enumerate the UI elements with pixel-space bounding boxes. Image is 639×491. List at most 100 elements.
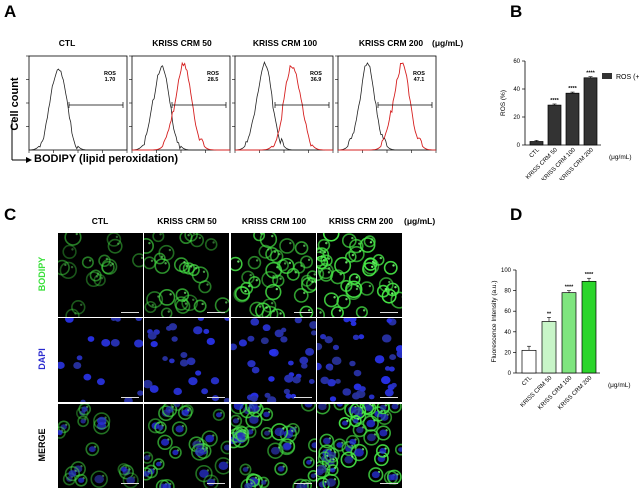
cell-nucleus bbox=[124, 396, 133, 402]
lipid-droplet bbox=[303, 244, 306, 247]
cell-membrane bbox=[272, 274, 285, 287]
cell-nucleus bbox=[199, 469, 209, 478]
cell-membrane bbox=[244, 404, 262, 414]
cell-nucleus bbox=[58, 361, 65, 370]
cell-membrane bbox=[220, 440, 229, 455]
cell-nucleus bbox=[247, 360, 256, 368]
cell-nucleus bbox=[274, 329, 284, 338]
cell-membrane bbox=[240, 281, 254, 295]
cell-nucleus bbox=[244, 482, 253, 488]
microscopy-cells bbox=[144, 404, 229, 488]
cell-membrane bbox=[388, 404, 402, 414]
cell-membrane bbox=[101, 260, 115, 275]
lipid-droplet bbox=[351, 253, 355, 257]
microscopy-cells bbox=[317, 404, 402, 488]
lipid-droplet bbox=[327, 271, 331, 274]
lipid-droplet bbox=[278, 252, 281, 256]
chart-bar bbox=[565, 92, 580, 146]
cell-nucleus bbox=[96, 416, 107, 425]
lipid-droplet bbox=[192, 233, 195, 234]
cell-nucleus bbox=[250, 318, 260, 326]
histogram-header-50: KRISS CRM 50 bbox=[152, 38, 212, 48]
cell-nucleus bbox=[114, 318, 121, 322]
cell-membrane bbox=[269, 308, 286, 317]
cell-nucleus bbox=[165, 406, 174, 414]
chart-category-label: KRISS CRM 50 bbox=[525, 147, 559, 180]
cell-nucleus bbox=[262, 324, 271, 332]
cell-membrane bbox=[307, 469, 316, 482]
microscopy-tile bbox=[317, 404, 402, 488]
cell-nucleus bbox=[320, 334, 327, 340]
lipid-droplet bbox=[358, 249, 362, 253]
cell-nucleus bbox=[309, 321, 316, 329]
cell-nucleus bbox=[398, 447, 402, 452]
scale-bar bbox=[380, 312, 398, 313]
lipid-droplet bbox=[267, 248, 270, 251]
cell-membrane bbox=[71, 300, 86, 315]
cell-nucleus bbox=[201, 388, 209, 395]
cell-nucleus bbox=[327, 378, 336, 387]
cell-membrane bbox=[59, 261, 77, 279]
cell-nucleus bbox=[336, 404, 343, 407]
cell-nucleus bbox=[110, 339, 120, 347]
cell-nucleus bbox=[323, 437, 331, 445]
cell-nucleus bbox=[296, 483, 306, 488]
lipid-droplet bbox=[279, 312, 282, 315]
cell-nucleus bbox=[169, 358, 175, 364]
lipid-droplet bbox=[184, 302, 188, 305]
chart-y-tick-label: 100 bbox=[501, 268, 512, 274]
cell-nucleus bbox=[352, 334, 360, 341]
image-header-50: KRISS CRM 50 bbox=[157, 216, 217, 226]
cell-membrane bbox=[390, 291, 402, 309]
cell-nucleus bbox=[326, 478, 336, 487]
chart-bar bbox=[547, 104, 562, 146]
cell-membrane bbox=[349, 415, 362, 428]
cell-membrane bbox=[261, 270, 279, 288]
cell-nucleus bbox=[144, 379, 153, 389]
cell-membrane bbox=[317, 404, 331, 415]
cell-nucleus bbox=[284, 374, 294, 383]
cell-nucleus bbox=[390, 473, 399, 481]
lipid-droplet bbox=[271, 234, 274, 238]
lipid-droplet bbox=[71, 248, 74, 251]
lipid-droplet bbox=[373, 262, 376, 265]
lipid-droplet bbox=[319, 250, 322, 253]
cell-nucleus bbox=[180, 352, 188, 359]
cell-nucleus bbox=[144, 470, 150, 477]
cell-nucleus bbox=[149, 385, 159, 393]
lipid-droplet bbox=[183, 291, 187, 295]
cell-nucleus bbox=[384, 388, 394, 397]
lipid-droplet bbox=[148, 241, 151, 245]
cell-membrane bbox=[394, 443, 402, 456]
microscopy-cells bbox=[58, 404, 139, 488]
microscopy-tile bbox=[317, 233, 402, 317]
chart-legend-swatch bbox=[602, 73, 612, 79]
cell-nucleus bbox=[172, 449, 179, 456]
cell-nucleus bbox=[68, 470, 77, 478]
cell-membrane bbox=[195, 464, 213, 483]
lipid-droplet bbox=[168, 248, 172, 252]
scale-bar bbox=[294, 483, 312, 484]
row-label-bodipy-box: BODIPY bbox=[28, 233, 56, 317]
lipid-droplet bbox=[379, 256, 382, 260]
lipid-droplet bbox=[115, 235, 119, 239]
lipid-droplet bbox=[157, 295, 160, 298]
ros-value-50: 28.5 bbox=[207, 77, 219, 83]
cell-membrane bbox=[144, 467, 153, 481]
cell-nucleus bbox=[348, 318, 357, 323]
cell-nucleus bbox=[238, 432, 246, 439]
cell-nucleus bbox=[329, 396, 337, 402]
lipid-droplet bbox=[283, 262, 287, 265]
histogram-control-curve bbox=[235, 60, 333, 151]
microscopy-tile bbox=[317, 318, 402, 402]
lipid-droplet bbox=[80, 303, 83, 307]
microscopy-cells bbox=[58, 318, 143, 402]
cell-nucleus bbox=[134, 339, 143, 348]
cell-nucleus bbox=[336, 442, 343, 448]
lipid-droplet bbox=[391, 292, 394, 295]
lipid-droplet bbox=[279, 277, 282, 280]
lipid-droplet bbox=[150, 259, 154, 262]
cell-membrane bbox=[362, 257, 380, 275]
cell-membrane bbox=[58, 259, 70, 276]
cell-nucleus bbox=[242, 467, 249, 472]
